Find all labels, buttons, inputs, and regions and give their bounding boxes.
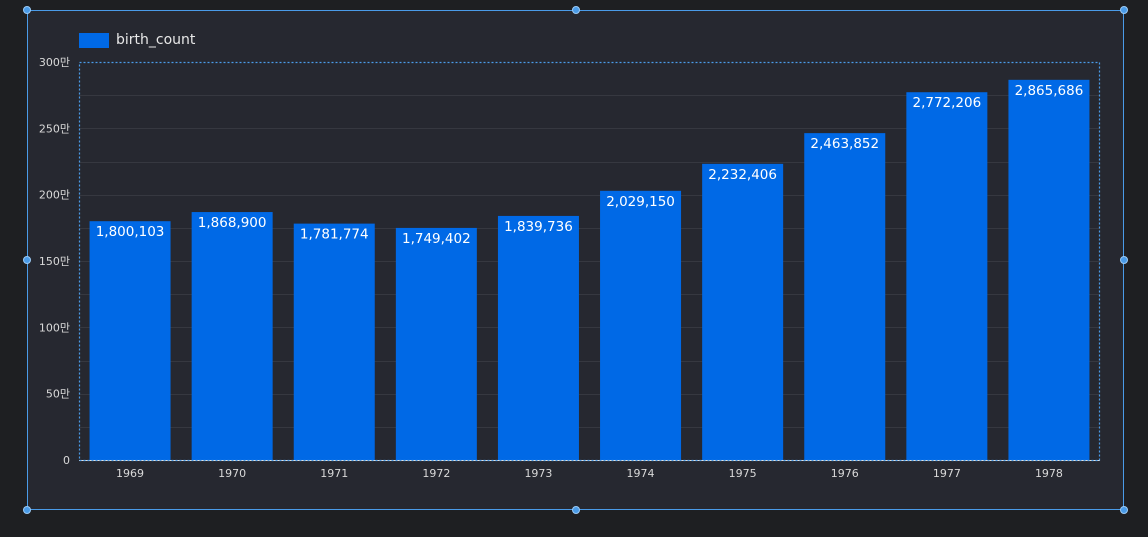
- data-label-1978: 2,865,686: [1015, 83, 1084, 99]
- bar-1972: [395, 227, 477, 460]
- resize-handle-top-left[interactable]: [23, 6, 31, 14]
- data-label-1970: 1,868,900: [198, 215, 267, 231]
- data-label-1971: 1,781,774: [300, 227, 369, 243]
- bar-1976: [804, 133, 886, 460]
- x-tick-label-1971: 1971: [320, 467, 348, 480]
- plot-area-outline: [78, 61, 1101, 462]
- x-tick-label-1976: 1976: [831, 467, 859, 480]
- bar-1971: [293, 223, 375, 460]
- x-tick-label-1969: 1969: [116, 467, 144, 480]
- resize-handle-left[interactable]: [23, 256, 31, 264]
- y-tick-label: 100만: [39, 321, 70, 334]
- x-tick-label-1974: 1974: [627, 467, 655, 480]
- y-tick-label: 300만: [39, 56, 70, 69]
- y-tick-label: 50만: [46, 388, 70, 401]
- data-label-1973: 1,839,736: [504, 219, 573, 235]
- y-tick-label: 250만: [39, 122, 70, 135]
- data-label-1976: 2,463,852: [810, 136, 879, 152]
- bar-1977: [906, 92, 988, 460]
- resize-handle-bottom-right[interactable]: [1120, 506, 1128, 514]
- x-tick-label-1978: 1978: [1035, 467, 1063, 480]
- x-tick-label-1973: 1973: [524, 467, 552, 480]
- resize-handle-bottom[interactable]: [572, 506, 580, 514]
- data-label-1975: 2,232,406: [708, 167, 777, 183]
- legend-swatch: [79, 32, 109, 48]
- bar-1978: [1008, 79, 1090, 460]
- data-label-1974: 2,029,150: [606, 194, 675, 210]
- y-tick-label: 0: [63, 454, 70, 467]
- bar-1970: [191, 212, 273, 460]
- legend[interactable]: birth_count: [79, 32, 195, 48]
- x-tick-label-1972: 1972: [422, 467, 450, 480]
- y-tick-label: 150만: [39, 255, 70, 268]
- resize-handle-right[interactable]: [1120, 256, 1128, 264]
- bar-1975: [702, 163, 784, 460]
- resize-handle-bottom-left[interactable]: [23, 506, 31, 514]
- y-tick-label: 200만: [39, 189, 70, 202]
- resize-handle-top[interactable]: [572, 6, 580, 14]
- x-tick-label-1977: 1977: [933, 467, 961, 480]
- bar-1973: [497, 215, 579, 460]
- resize-handle-top-right[interactable]: [1120, 6, 1128, 14]
- legend-label-birth-count: birth_count: [116, 32, 196, 48]
- data-label-1972: 1,749,402: [402, 231, 471, 247]
- data-label-1969: 1,800,103: [96, 224, 165, 240]
- bar-1969: [89, 221, 171, 460]
- bar-1974: [600, 190, 682, 460]
- data-label-1977: 2,772,206: [912, 95, 981, 111]
- x-tick-label-1970: 1970: [218, 467, 246, 480]
- x-tick-label-1975: 1975: [729, 467, 757, 480]
